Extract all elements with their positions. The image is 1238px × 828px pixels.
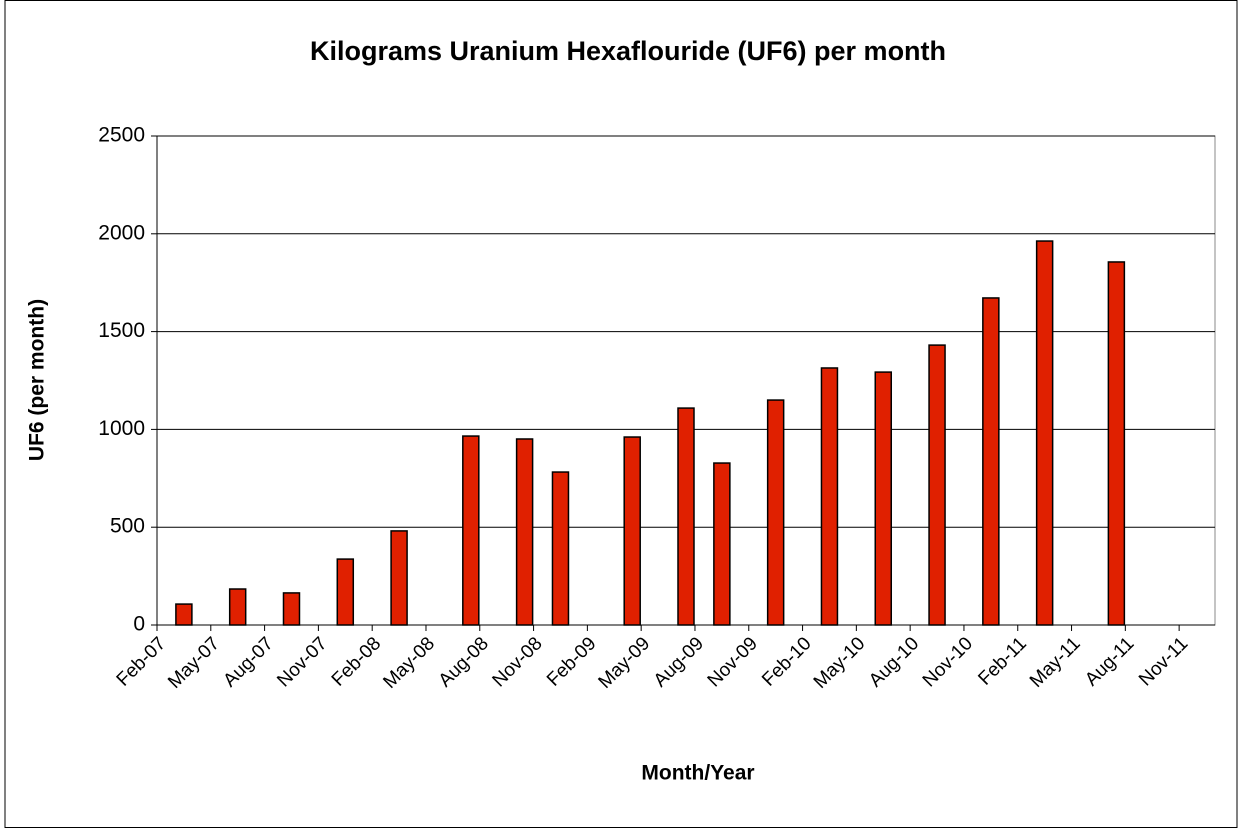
bar [766, 399, 785, 626]
y-tick-label: 2000 [98, 221, 145, 244]
bar [551, 471, 570, 626]
bar [677, 407, 695, 626]
y-tick-label: 2500 [98, 124, 145, 147]
bar [515, 438, 534, 626]
y-tick-label: 500 [110, 515, 145, 538]
bar [623, 436, 641, 626]
y-tick-label: 1000 [98, 417, 145, 440]
bar [1035, 240, 1054, 626]
bar [228, 588, 247, 626]
chart-border [4, 0, 1238, 828]
bar [462, 435, 480, 626]
chart-title: Kilograms Uranium Hexaflouride (UF6) per… [310, 36, 946, 66]
bar [928, 344, 946, 626]
x-axis-label: Month/Year [641, 762, 754, 785]
y-tick-label: 0 [133, 613, 145, 636]
bar [982, 297, 1000, 626]
bar [282, 592, 301, 626]
bar [713, 462, 731, 626]
bar [336, 558, 355, 626]
bar [390, 530, 408, 626]
y-tick-label: 1500 [98, 319, 145, 342]
bar [175, 603, 193, 626]
bar [1107, 261, 1126, 626]
bar [820, 367, 839, 626]
bar [874, 371, 893, 626]
y-axis-label: UF6 (per month) [26, 299, 49, 461]
